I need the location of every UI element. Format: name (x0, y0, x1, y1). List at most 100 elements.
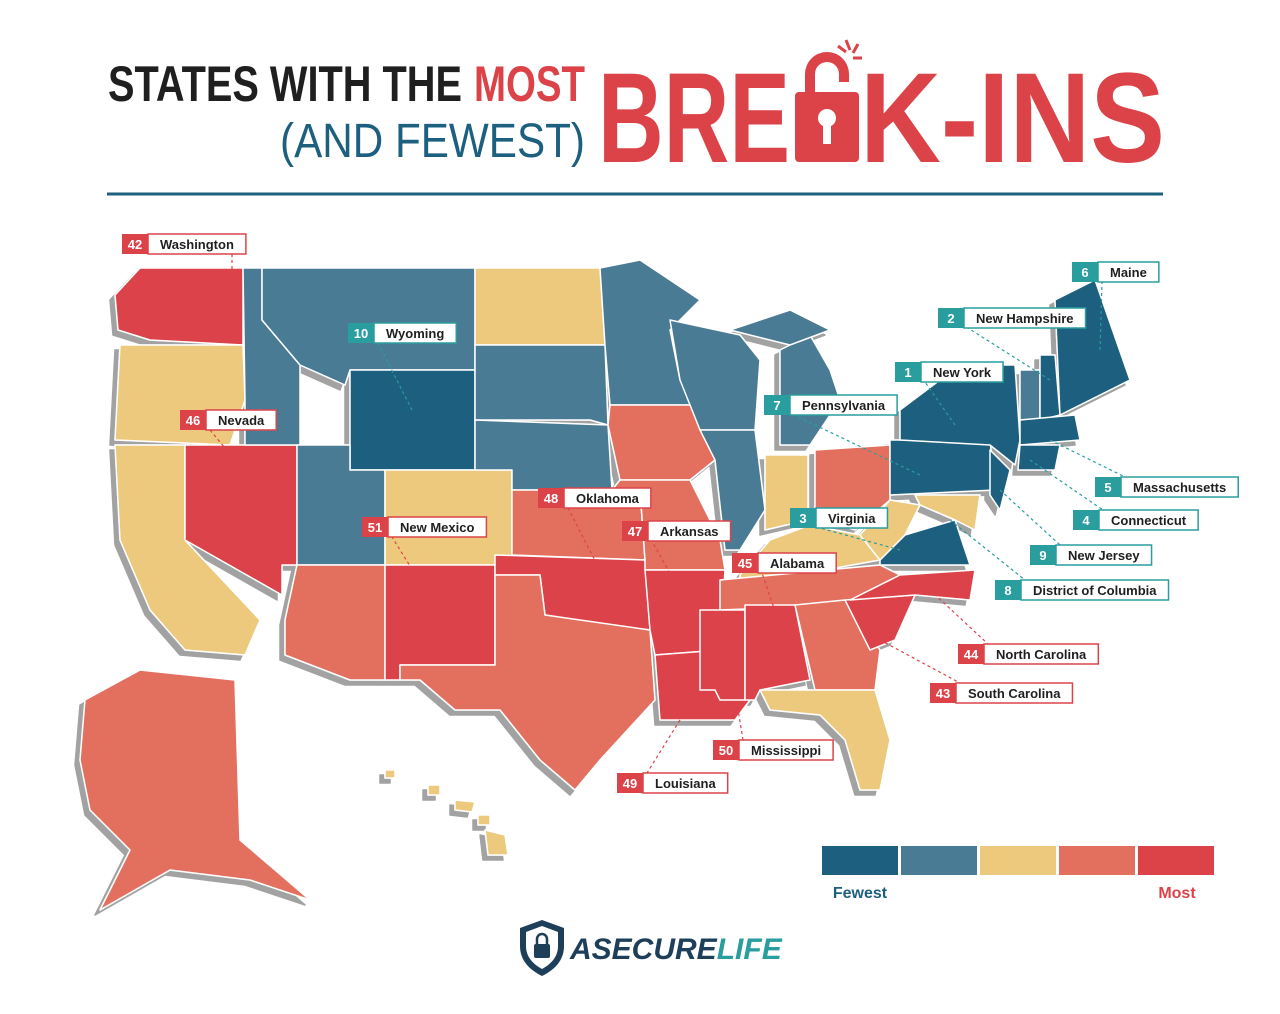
rank-number: 43 (936, 686, 950, 701)
state-box (1098, 509, 1199, 531)
state-name: Wyoming (386, 326, 444, 341)
state-name: Alabama (770, 556, 825, 571)
leader-line (391, 536, 429, 596)
rank-box (958, 644, 984, 664)
state-name: New York (933, 365, 992, 380)
leader-line (999, 489, 1061, 546)
rank-box (1095, 477, 1121, 497)
state-box (789, 394, 898, 416)
leader-line (377, 342, 413, 411)
state-name: Oklahoma (576, 491, 640, 506)
logo-text: ASECURELIFE (569, 933, 783, 966)
state-box (642, 772, 729, 794)
legend-swatch (1059, 846, 1135, 875)
rank-box (930, 683, 956, 703)
state-name: Maine (1110, 265, 1147, 280)
state-name: North Carolina (996, 647, 1087, 662)
leader-line (967, 327, 1051, 381)
leader-line (819, 527, 901, 551)
rank-box (617, 773, 643, 793)
leader-line (949, 519, 1026, 581)
title-big-right: K-INS (860, 47, 1165, 190)
state-name: Nevada (218, 413, 265, 428)
rank-number: 44 (964, 647, 979, 662)
leader-line (924, 381, 956, 426)
rank-number: 10 (354, 326, 368, 341)
logo-part1: ASECURE (569, 933, 718, 966)
state-box (920, 361, 1004, 383)
callouts: 42 Washington 10 Wyoming 46 Nevada 51 New Mexic… (122, 233, 1239, 794)
rank-number: 5 (1104, 480, 1111, 495)
title-line1: STATES WITH THE (108, 56, 462, 112)
state-box (1020, 579, 1170, 601)
title-highlight: MOST (474, 56, 585, 112)
rank-number: 45 (738, 556, 752, 571)
state-name: Mississippi (751, 743, 821, 758)
rank-number: 48 (544, 491, 558, 506)
state-name: Massachusetts (1133, 480, 1226, 495)
rank-number: 46 (186, 413, 200, 428)
leader-line (879, 639, 961, 684)
rank-box (622, 521, 648, 541)
state-box (647, 520, 732, 542)
state-box (147, 233, 247, 255)
state-name: Connecticut (1111, 513, 1187, 528)
state-box (387, 516, 488, 538)
state-name: District of Columbia (1033, 583, 1157, 598)
rank-box (938, 308, 964, 328)
legend-low-label: Fewest (833, 885, 888, 902)
rank-box (790, 508, 816, 528)
state-name: Washington (160, 237, 234, 252)
leader-line (646, 719, 681, 774)
rank-box (732, 553, 758, 573)
state-box (563, 487, 652, 509)
rank-box (1030, 545, 1056, 565)
rank-number: 50 (719, 743, 733, 758)
rank-number: 42 (128, 237, 142, 252)
rank-box (895, 362, 921, 382)
state-box (983, 643, 1100, 665)
rank-number: 47 (628, 524, 642, 539)
lock-icon (795, 39, 862, 162)
rank-number: 7 (773, 398, 780, 413)
legend-swatch (1138, 846, 1214, 875)
state-box (815, 507, 889, 529)
rank-box (122, 234, 148, 254)
leader-line (929, 589, 989, 645)
legend-swatch (980, 846, 1056, 875)
leader-line (567, 507, 606, 581)
title: STATES WITH THE MOST (AND FEWEST) BRE K-… (108, 39, 1165, 190)
leader-line (1029, 459, 1104, 511)
rank-number: 9 (1039, 548, 1046, 563)
state-box (1120, 476, 1239, 498)
title-big-left: BRE (598, 47, 790, 190)
state-box (963, 307, 1087, 329)
state-box (738, 739, 834, 761)
leader-line (729, 659, 744, 741)
legend-swatch (901, 846, 977, 875)
state-name: Pennsylvania (802, 398, 886, 413)
legend-swatch (822, 846, 898, 875)
state-name: South Carolina (968, 686, 1061, 701)
rank-box (348, 323, 374, 343)
state-name: New Jersey (1068, 548, 1140, 563)
rank-number: 8 (1004, 583, 1011, 598)
rank-box (362, 517, 388, 537)
state-box (1097, 261, 1160, 283)
leader-line (209, 429, 236, 461)
state-box (1055, 544, 1153, 566)
rank-number: 51 (368, 520, 382, 535)
state-name: New Mexico (400, 520, 474, 535)
rank-box (1073, 510, 1099, 530)
legend: Fewest Most (822, 846, 1214, 902)
title-line2: (AND FEWEST) (280, 115, 585, 168)
leader-line (1049, 439, 1126, 478)
state-box (373, 322, 458, 344)
state-box (205, 409, 277, 431)
rank-box (713, 740, 739, 760)
state-box (955, 682, 1074, 704)
legend-high-label: Most (1158, 885, 1196, 902)
logo: ASECURELIFE (520, 920, 783, 976)
state-box (757, 552, 837, 574)
rank-box (180, 410, 206, 430)
